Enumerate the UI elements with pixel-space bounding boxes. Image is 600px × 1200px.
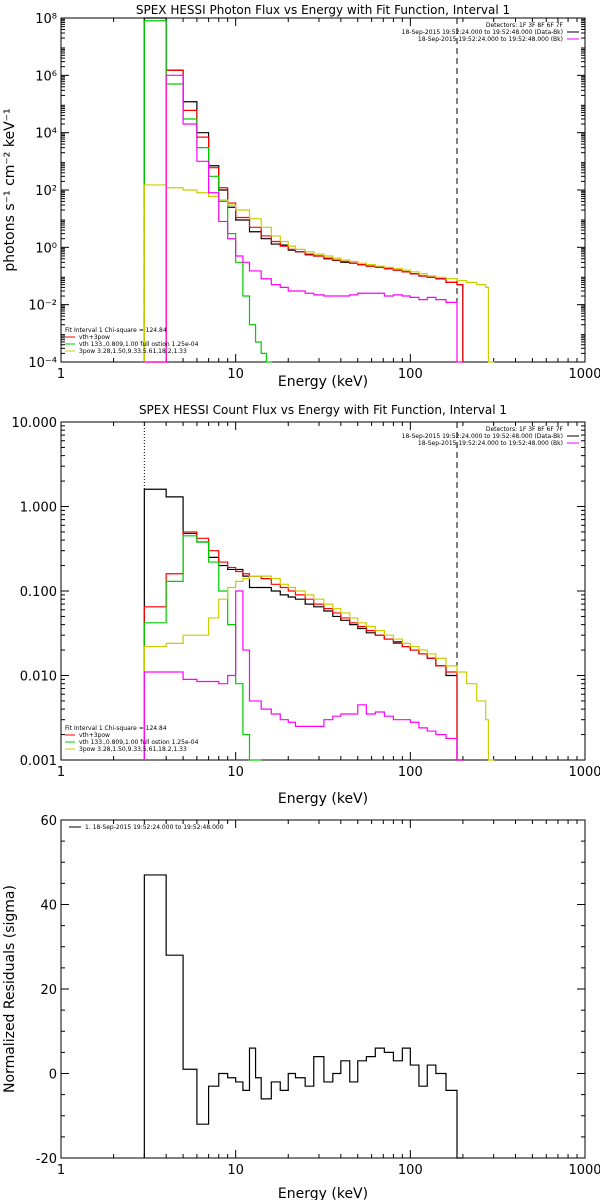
x-tick-label: 10 (227, 1163, 244, 1178)
x-tick-label: 1 (57, 1163, 65, 1178)
legend-entry: vth 133.,0.809,1.00 full ostion 1.25e-04 (79, 739, 199, 746)
x-tick-label: 10 (227, 367, 244, 382)
x-tick-label: 1 (57, 367, 65, 382)
legend-entry: vth+3pow (79, 334, 110, 341)
y-tick-label: 0.010 (20, 670, 57, 685)
y-tick-label: 10⁻⁴ (28, 356, 57, 371)
series-line (144, 74, 463, 363)
y-tick-label: 1.000 (20, 501, 57, 516)
x-tick-label: 100 (398, 1163, 423, 1178)
series-line (143, 184, 495, 363)
legend-entry: Fit Interval 1 Chi-square = 124.84 (65, 327, 167, 334)
plot-frame (60, 819, 586, 1159)
series-line (144, 69, 464, 363)
series-line (143, 575, 495, 761)
y-tick-label: -20 (36, 1152, 57, 1167)
legend-entry: 3pow 3.28,1.50,9.33,5.61,18.2,1.33 (79, 746, 187, 753)
series-line (143, 590, 463, 761)
x-tick-label: 10 (227, 765, 244, 780)
x-tick-label: 1000 (568, 367, 600, 382)
x-tick-label: 100 (398, 367, 423, 382)
y-tick-label: 0 (49, 1068, 57, 1083)
legend-entry: Fit Interval 1 Chi-square = 124.84 (65, 725, 167, 732)
legend-entry: 18-Sep-2015 19:52:24.000 to 19:52:48.000… (402, 29, 563, 36)
y-tick-label: 10⁻² (28, 299, 57, 314)
y-tick-label: 0.100 (20, 585, 57, 600)
y-tick-label: 0.001 (20, 754, 57, 769)
series-line (143, 488, 463, 761)
legend-entry: Detectors: 1F 3F 8F 6F 7F (486, 22, 564, 29)
series-line (143, 535, 262, 761)
legend-entry: 1. 18-Sep-2015 19:52:24.000 to 19:52:48.… (85, 824, 224, 831)
x-tick-label: 1000 (568, 765, 600, 780)
y-tick-label: 10.000 (12, 416, 58, 431)
x-tick-label: 1000 (568, 1163, 600, 1178)
legend-entry: vth 133.,0.809,1.00 full ostion 1.25e-04 (79, 341, 199, 348)
y-tick-label: 10⁴ (35, 127, 57, 142)
legend-entry: 18-Sep-2015 19:52:24.000 to 19:52:48.000… (418, 36, 563, 43)
y-tick-label: 20 (40, 983, 57, 998)
x-tick-label: 100 (398, 765, 423, 780)
chart-title: SPEX HESSI Photon Flux vs Energy with Fi… (136, 3, 510, 17)
legend-entry: Detectors: 1F 3F 8F 6F 7F (486, 426, 564, 433)
x-axis-label: Energy (keV) (278, 791, 368, 807)
y-tick-label: 10⁸ (35, 12, 57, 27)
legend-entry: 18-Sep-2015 19:52:24.000 to 19:52:48.000… (402, 433, 563, 440)
plot-frame (60, 17, 586, 363)
x-tick-label: 1 (57, 765, 65, 780)
y-axis-label: photons s⁻¹ cm⁻² keV⁻¹ (2, 108, 18, 271)
y-tick-label: 10⁰ (35, 241, 57, 256)
x-axis-label: Energy (keV) (278, 1186, 368, 1200)
y-tick-label: 10⁶ (35, 69, 57, 84)
legend-entry: 3pow 3.28,1.50,9.33,5.61,18.2,1.33 (79, 348, 187, 355)
series-line (143, 874, 463, 1159)
plot-frame (60, 421, 586, 761)
legend-entry: 18-Sep-2015 19:52:24.000 to 19:52:48.000… (418, 440, 563, 447)
x-axis-label: Energy (keV) (278, 374, 368, 390)
y-tick-label: 60 (40, 814, 57, 829)
chart-title: SPEX HESSI Count Flux vs Energy with Fit… (139, 403, 507, 417)
y-tick-label: 10² (35, 184, 57, 199)
y-tick-label: 40 (40, 899, 57, 914)
y-axis-label: Normalized Residuals (sigma) (2, 885, 18, 1093)
legend-entry: vth+3pow (79, 732, 110, 739)
